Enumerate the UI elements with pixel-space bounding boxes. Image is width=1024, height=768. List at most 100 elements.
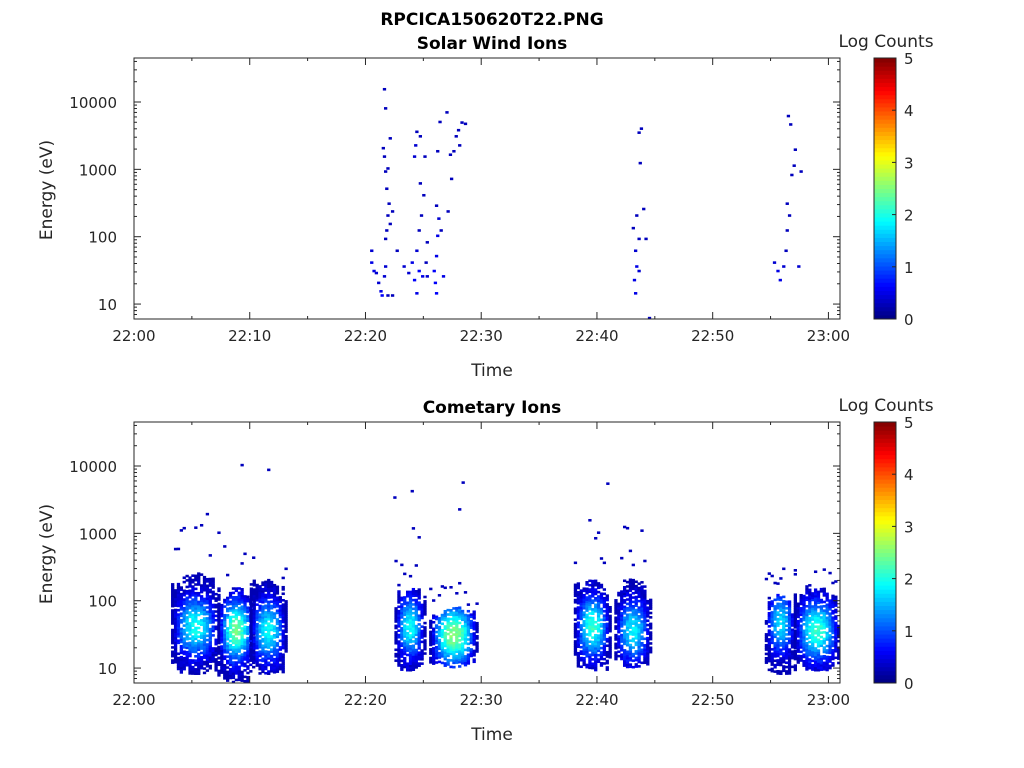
heatmap-cell [634, 602, 638, 605]
heatmap-cell [231, 648, 236, 651]
heatmap-cell [211, 660, 215, 663]
heatmap-cell [649, 648, 653, 652]
heatmap-cell [573, 600, 578, 604]
heatmap-cell [634, 630, 638, 634]
heatmap-cell [261, 631, 265, 634]
heatmap-cell [199, 610, 204, 613]
heatmap-cell [211, 590, 215, 594]
heatmap-cell [466, 659, 471, 663]
heatmap-cell [408, 634, 413, 637]
heatmap-cell [278, 609, 282, 612]
heatmap-cell [779, 607, 783, 610]
heatmap-cell [176, 589, 181, 592]
heatmap-cell [388, 222, 392, 226]
colorbar-segment [874, 249, 896, 255]
heatmap-cell [185, 626, 189, 630]
heatmap-cell [188, 654, 192, 658]
heatmap-cell [278, 646, 282, 649]
heatmap-cell [770, 652, 774, 656]
heatmap-cell [637, 131, 641, 134]
heatmap-cell [272, 592, 277, 596]
heatmap-cell [617, 626, 621, 630]
heatmap-cell [208, 645, 212, 648]
heatmap-cell [779, 633, 783, 636]
heatmap-cell [458, 508, 462, 511]
heatmap-cell [813, 636, 818, 639]
heatmap-cell [202, 652, 207, 655]
heatmap-cell [408, 590, 413, 594]
colorbar-segment [874, 426, 896, 431]
heatmap-cell [617, 591, 621, 595]
heatmap-cell [185, 622, 189, 626]
heatmap-cell [173, 610, 178, 614]
heatmap-cell [278, 604, 282, 608]
heatmap-cell [813, 597, 818, 600]
heatmap-cell [432, 657, 436, 661]
heatmap-cell [217, 630, 221, 634]
heatmap-cell [834, 604, 838, 607]
heatmap-cell [185, 598, 189, 602]
heatmap-cell [408, 621, 413, 624]
heatmap-cell [640, 635, 644, 638]
heatmap-cell [620, 616, 624, 619]
heatmap-cell [805, 661, 809, 665]
heatmap-cell [602, 646, 607, 650]
heatmap-cell [469, 624, 473, 627]
heatmap-cell [397, 629, 401, 632]
heatmap-cell [249, 633, 254, 636]
heatmap-cell [831, 618, 835, 622]
heatmap-cell [799, 628, 803, 632]
heatmap-cell [414, 594, 418, 597]
heatmap-cell [782, 647, 786, 651]
heatmap-cell [767, 611, 771, 615]
heatmap-cell [802, 607, 806, 611]
colorbar-segment [874, 225, 896, 230]
heatmap-cell [424, 261, 428, 264]
heatmap-cell [637, 630, 641, 633]
heatmap-cell [452, 607, 456, 610]
heatmap-cell [573, 583, 578, 587]
heatmap-cell [460, 616, 465, 619]
heatmap-cell [617, 606, 621, 610]
heatmap-cell [822, 663, 826, 667]
heatmap-cell [764, 657, 769, 660]
heatmap-cell [432, 640, 436, 644]
heatmap-cell [631, 620, 635, 623]
heatmap-cell [466, 622, 471, 626]
heatmap-cell [258, 615, 262, 619]
heatmap-cell [185, 657, 189, 661]
heatmap-cell [588, 612, 592, 615]
heatmap-cell [205, 588, 210, 592]
heatmap-cell [452, 618, 456, 621]
heatmap-cell [834, 656, 838, 660]
heatmap-cell [246, 610, 250, 614]
heatmap-cell [822, 589, 826, 593]
heatmap-cell [646, 660, 650, 664]
heatmap-cell [405, 618, 410, 622]
heatmap-cell [605, 611, 609, 615]
heatmap-cell [472, 625, 476, 629]
heatmap-cell [831, 640, 835, 643]
heatmap-cell [834, 595, 838, 599]
heatmap-cell [173, 643, 178, 647]
colorbar-segment [874, 78, 896, 83]
heatmap-cell [208, 614, 212, 618]
heatmap-cell [614, 655, 618, 659]
heatmap-cell [255, 603, 259, 606]
heatmap-cell [813, 614, 818, 618]
heatmap-cell [831, 598, 835, 602]
heatmap-cell [226, 614, 230, 617]
heatmap-cell [179, 655, 184, 659]
heatmap-cell [819, 659, 824, 663]
heatmap-cell [267, 587, 271, 591]
heatmap-cell [596, 625, 601, 629]
heatmap-cell [383, 170, 388, 173]
heatmap-cell [237, 602, 241, 605]
heatmap-cell [405, 666, 410, 670]
heatmap-cell [785, 637, 789, 641]
heatmap-cell [816, 612, 821, 615]
heatmap-cell [599, 594, 604, 598]
heatmap-cell [825, 649, 829, 652]
heatmap-cell [770, 621, 774, 625]
heatmap-cell [819, 627, 824, 630]
